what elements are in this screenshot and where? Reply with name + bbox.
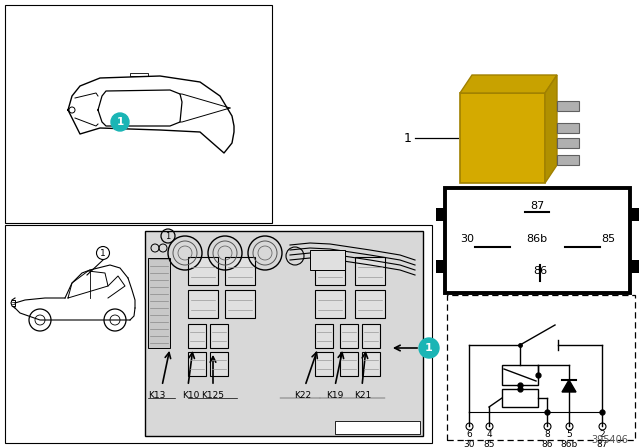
Polygon shape — [562, 380, 576, 392]
Bar — [502, 365, 538, 385]
Polygon shape — [545, 75, 557, 183]
Text: 8: 8 — [544, 430, 550, 439]
Bar — [225, 290, 255, 318]
Bar — [210, 352, 228, 376]
Text: 85: 85 — [601, 234, 615, 244]
Circle shape — [111, 113, 129, 131]
Bar — [210, 324, 228, 348]
Text: BMW: BMW — [487, 82, 503, 87]
Text: K125: K125 — [202, 391, 225, 400]
Bar — [315, 324, 333, 348]
Bar — [310, 250, 345, 270]
Text: K22: K22 — [294, 391, 312, 400]
Text: K13: K13 — [148, 391, 166, 400]
Polygon shape — [460, 75, 557, 93]
Text: 1: 1 — [425, 343, 433, 353]
Text: 86: 86 — [533, 266, 547, 276]
Bar — [362, 324, 380, 348]
Text: 5: 5 — [566, 430, 572, 439]
Bar — [557, 138, 579, 148]
Bar — [188, 290, 218, 318]
Bar — [315, 290, 345, 318]
Text: Tyco: Tyco — [489, 78, 501, 82]
Text: 395406: 395406 — [591, 435, 628, 445]
Text: 30: 30 — [463, 439, 475, 448]
Bar — [5, 225, 432, 443]
Text: 1: 1 — [100, 249, 106, 258]
Bar — [5, 5, 272, 223]
Text: 85: 85 — [483, 439, 495, 448]
Bar — [148, 258, 170, 348]
Bar — [335, 421, 420, 434]
Bar — [355, 257, 385, 285]
Bar — [145, 231, 423, 436]
Text: K19: K19 — [326, 391, 344, 400]
Text: 86b: 86b — [527, 234, 548, 244]
Text: 1: 1 — [165, 232, 171, 241]
Text: 501369003: 501369003 — [355, 423, 399, 432]
Text: 87: 87 — [530, 201, 544, 211]
Bar — [188, 352, 206, 376]
Text: 30: 30 — [460, 234, 474, 244]
Text: 86b: 86b — [561, 439, 578, 448]
Bar — [460, 93, 545, 183]
Bar — [315, 352, 333, 376]
Bar — [188, 324, 206, 348]
Bar — [557, 101, 579, 111]
Bar — [340, 352, 358, 376]
Bar — [188, 257, 218, 285]
Bar — [630, 260, 639, 273]
Bar — [436, 260, 445, 273]
Circle shape — [419, 338, 439, 358]
Bar — [557, 155, 579, 165]
Bar — [362, 352, 380, 376]
Text: K10: K10 — [182, 391, 200, 400]
Text: 1: 1 — [116, 117, 124, 127]
Text: 4: 4 — [486, 430, 492, 439]
Text: K21: K21 — [355, 391, 372, 400]
Text: 2: 2 — [599, 430, 605, 439]
Text: 6: 6 — [466, 430, 472, 439]
Bar — [630, 208, 639, 221]
Bar — [557, 123, 579, 133]
Bar — [355, 290, 385, 318]
Bar — [130, 73, 148, 76]
Text: 87: 87 — [596, 439, 608, 448]
Bar — [445, 188, 630, 293]
Text: 1: 1 — [404, 132, 412, 145]
Bar — [340, 324, 358, 348]
Bar — [436, 208, 445, 221]
Text: 86: 86 — [541, 439, 553, 448]
Bar — [502, 389, 538, 407]
Bar — [315, 257, 345, 285]
Bar — [447, 295, 635, 440]
Bar — [225, 257, 255, 285]
